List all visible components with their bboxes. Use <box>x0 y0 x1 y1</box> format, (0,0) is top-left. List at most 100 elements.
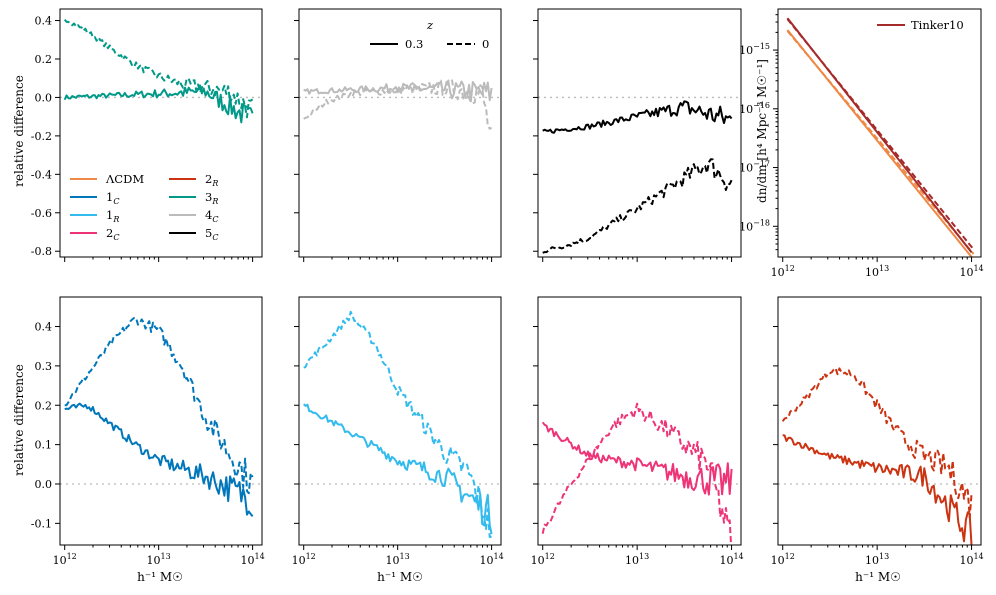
x-tick-base: 10 <box>771 266 785 279</box>
y-tick-label: 10−16 <box>739 101 770 116</box>
xlabel-bottom-1: h⁻¹ M☉ <box>137 570 183 584</box>
x-tick-exp: 13 <box>879 264 889 273</box>
x-tick-label: 1014 <box>959 264 983 279</box>
x-tick-base: 10 <box>386 554 400 567</box>
series-group <box>786 17 975 257</box>
x-tick-exp: 14 <box>973 552 983 561</box>
x-tick-label: 1012 <box>292 552 316 567</box>
x-tick-base: 10 <box>292 554 306 567</box>
legend-label-sub: R <box>211 179 218 188</box>
x-tick-label: 1014 <box>241 552 265 567</box>
y-tick-label: -0.1 <box>31 517 52 530</box>
y-tick-exp: −15 <box>753 42 770 51</box>
series-line <box>782 434 973 545</box>
x-tick-exp: 12 <box>785 552 795 561</box>
series-group <box>63 18 254 124</box>
legend-label-sub: R <box>112 215 119 224</box>
x-tick-exp: 13 <box>400 552 410 561</box>
y-tick-label: -0.4 <box>31 168 52 181</box>
x-tick-exp: 12 <box>545 552 555 561</box>
panel-bottom-2: 1012 1013 1014 <box>292 296 504 567</box>
legend-tinker: Tinker10 <box>877 18 964 32</box>
legend-label: 2C <box>106 226 119 242</box>
panel-frame <box>537 296 742 546</box>
x-tick-base: 10 <box>771 554 785 567</box>
series-line <box>303 79 493 130</box>
ylabel-massfn: dn/dm [h⁴ Mpc⁻³ M☉⁻¹] <box>755 59 769 203</box>
x-tick-exp: 12 <box>785 264 795 273</box>
series-group <box>542 100 733 254</box>
legend-label-sub: C <box>113 233 119 242</box>
legend-label-main: 2 <box>205 172 212 186</box>
series-line <box>303 403 493 535</box>
y-tick-label: 0.4 <box>35 321 53 334</box>
panel-frame <box>777 296 982 546</box>
y-tick-base: 10 <box>739 103 753 116</box>
series-group <box>541 402 733 545</box>
y-tick-label: 0.3 <box>35 360 53 373</box>
x-tick-exp: 14 <box>494 552 504 561</box>
x-tick-label: 1012 <box>771 552 795 567</box>
y-tick-label: 0.2 <box>35 53 53 66</box>
x-tick-base: 10 <box>625 554 639 567</box>
legend-tinker-label: Tinker10 <box>911 18 964 32</box>
x-tick-label: 1014 <box>959 552 983 567</box>
panel-bottom-3: 1012 1013 1014 <box>531 296 744 567</box>
y-tick-label: 10−17 <box>739 160 770 175</box>
panel-frame <box>59 296 263 546</box>
series-line <box>64 402 254 518</box>
y-tick-label: 0.0 <box>35 478 53 491</box>
x-tick-exp: 13 <box>879 552 889 561</box>
ylabel-top-left: relative difference <box>12 75 26 187</box>
legend-label-main: 4 <box>205 208 212 222</box>
series-line <box>542 100 733 134</box>
x-tick-base: 10 <box>959 266 973 279</box>
series-line-dashed <box>786 30 975 255</box>
series-line <box>63 84 254 124</box>
series-line <box>64 316 254 495</box>
legend-label: 3R <box>205 190 218 206</box>
panel-frame <box>537 8 742 258</box>
series-line <box>786 17 973 253</box>
panel-frame <box>777 8 982 258</box>
series-group <box>303 310 493 538</box>
y-tick-base: 10 <box>739 162 753 175</box>
legend-label: 5C <box>205 226 218 242</box>
series-line <box>781 367 973 519</box>
y-tick-label: 0.1 <box>35 439 53 452</box>
xlabel-bottom-2: h⁻¹ M☉ <box>377 570 423 584</box>
series-line-dashed <box>786 18 975 250</box>
panel-bottom-4: 1012 1013 1014 <box>771 296 984 567</box>
series-group <box>64 316 254 518</box>
panel-top-3 <box>533 8 742 262</box>
x-tick-label: 1014 <box>719 552 743 567</box>
ylabel-bottom-left: relative difference <box>12 364 26 476</box>
panel-frame <box>298 8 502 258</box>
series-line <box>542 158 733 254</box>
x-tick-exp: 13 <box>161 552 171 561</box>
legend-label-main: 2 <box>106 226 113 240</box>
legend-z: z 0.3 0 <box>370 18 489 51</box>
y-tick-exp: −17 <box>753 160 770 169</box>
x-tick-base: 10 <box>865 554 879 567</box>
x-tick-base: 10 <box>147 554 161 567</box>
legend-z-solid-label: 0.3 <box>405 37 423 51</box>
y-tick-label: -0.8 <box>31 245 52 258</box>
x-tick-label: 1013 <box>386 552 410 567</box>
y-tick-base: 10 <box>739 44 753 57</box>
y-tick-exp: −16 <box>753 101 770 110</box>
x-tick-label: 1012 <box>771 264 795 279</box>
legend-label: 1C <box>106 190 119 206</box>
x-tick-base: 10 <box>531 554 545 567</box>
legend-z-title: z <box>426 18 434 32</box>
x-tick-label: 1012 <box>531 552 555 567</box>
legend-label: 2R <box>205 172 218 188</box>
y-tick-label: -0.2 <box>31 130 52 143</box>
x-tick-exp: 14 <box>973 264 983 273</box>
y-tick-label: 0.2 <box>35 399 53 412</box>
series-group <box>781 367 973 545</box>
x-tick-base: 10 <box>241 554 255 567</box>
